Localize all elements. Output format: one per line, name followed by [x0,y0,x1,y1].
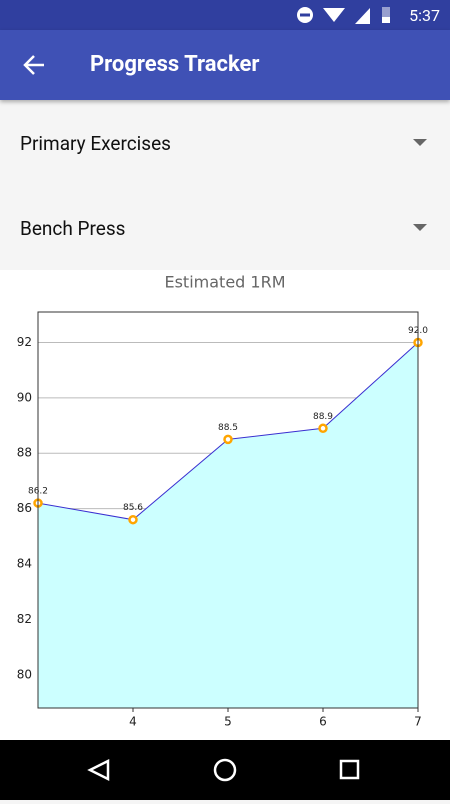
dropdown[interactable]: Bench Press [0,195,450,265]
data-label: 88.9 [313,412,333,422]
nav-home[interactable] [213,758,237,782]
clock: 5:37 [409,6,440,25]
app-title: Progress Tracker [90,52,260,77]
nav-recents[interactable] [339,759,360,780]
y-tick-label: 84 [17,557,32,571]
y-tick-label: 88 [17,446,32,460]
data-label: 88.5 [218,423,238,433]
x-tick-label: 6 [319,715,327,729]
marker [128,514,138,525]
chart-title: Estimated 1RM [164,273,285,292]
dropdown-arrow [413,139,427,146]
status-icons [297,7,390,24]
y-tick-label: 82 [17,612,32,626]
x-tick-label: 4 [129,715,137,729]
y-tick-label: 92 [17,335,32,349]
status-bar: 5:37 [0,0,450,30]
nav-bar [0,740,450,800]
y-tick-label: 80 [17,667,32,681]
marker [318,423,328,434]
y-tick-label: 86 [17,501,32,515]
plot-frame [37,311,419,709]
area [38,342,418,708]
marker [223,434,233,445]
y-tick-label: 90 [17,390,32,404]
x-tick-label: 7 [414,715,422,729]
app-bar: Progress Tracker [0,30,450,100]
back-button[interactable] [20,50,50,80]
dropdown[interactable]: Primary Exercises [0,110,450,180]
dropdown-text: Primary Exercises [20,132,171,155]
x-tick-label: 5 [224,715,232,729]
dropdown-arrow [413,224,427,231]
nav-back[interactable] [87,758,110,782]
dropdown-text: Bench Press [20,217,126,240]
nav-buttons [87,758,360,782]
data-label: 85.6 [123,503,143,513]
